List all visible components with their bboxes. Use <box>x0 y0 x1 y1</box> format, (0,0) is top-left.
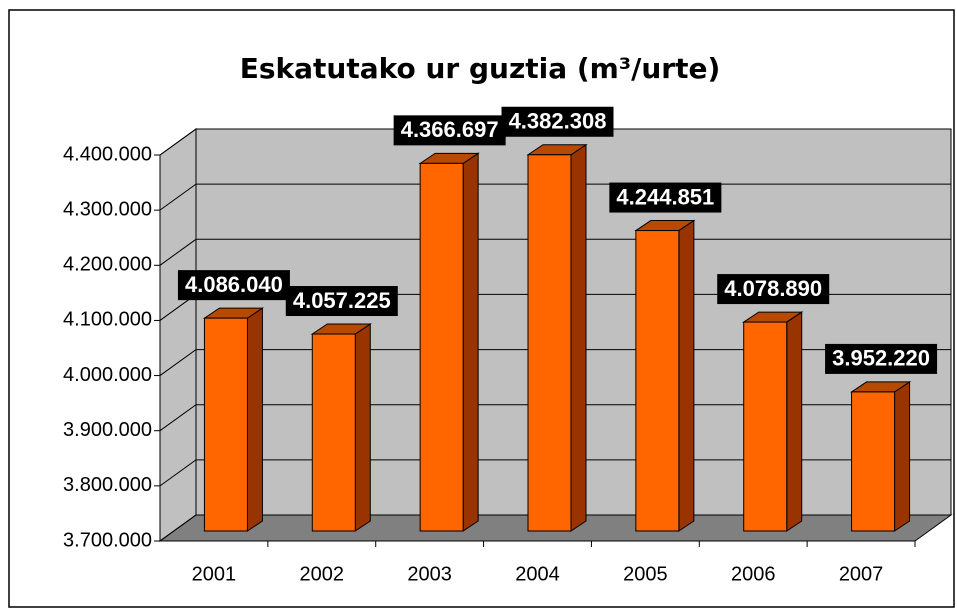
y-tick-label: 3.800.000 <box>63 474 152 496</box>
y-tick-label: 4.100.000 <box>63 309 152 331</box>
x-tick-label: 2005 <box>623 563 668 585</box>
x-tick-label: 2004 <box>515 563 560 585</box>
value-label: 4.382.308 <box>509 109 607 134</box>
bar-side <box>678 219 695 532</box>
grid-line <box>159 459 951 487</box>
y-tick-label: 4.300.000 <box>63 198 152 220</box>
value-label-bg <box>825 343 938 374</box>
bar <box>311 333 356 532</box>
bar-side <box>894 380 911 532</box>
value-label-bg <box>717 274 830 305</box>
grid-line <box>159 238 951 266</box>
bar <box>419 162 464 532</box>
chart-title: Eskatutako ur guztia (m³/urte) <box>240 52 721 85</box>
value-label: 4.244.851 <box>616 184 714 209</box>
y-tick-label: 4.400.000 <box>63 143 152 165</box>
value-label-bg <box>177 270 290 301</box>
y-tick-label: 4.000.000 <box>63 364 152 386</box>
bar <box>203 317 248 532</box>
x-tick-label: 2002 <box>300 563 345 585</box>
grid-line <box>159 128 951 156</box>
x-tick-label: 2006 <box>731 563 776 585</box>
left-wall <box>159 128 197 542</box>
bar <box>851 391 896 532</box>
bar-side <box>462 152 479 532</box>
value-label: 3.952.220 <box>832 346 930 371</box>
bar-side <box>354 323 371 532</box>
y-tick-label: 4.200.000 <box>63 254 152 276</box>
y-tick-label: 3.700.000 <box>63 529 152 551</box>
grid-line <box>159 349 951 376</box>
value-label-bg <box>501 106 614 137</box>
bar <box>743 321 788 532</box>
value-label: 4.366.697 <box>401 117 499 142</box>
bar-side <box>246 307 263 532</box>
bar <box>527 154 572 532</box>
value-label: 4.086.040 <box>185 272 283 297</box>
value-label-bg <box>609 182 722 213</box>
x-tick-label: 2001 <box>192 563 237 585</box>
bar-side <box>786 311 803 532</box>
value-label: 4.078.890 <box>724 276 822 301</box>
value-label-bg <box>393 115 506 146</box>
grid-line <box>159 404 951 432</box>
bar-side <box>570 143 587 532</box>
bar <box>635 230 680 532</box>
value-label-bg <box>285 286 398 317</box>
y-tick-label: 3.900.000 <box>63 419 152 441</box>
value-label: 4.057.225 <box>293 288 391 313</box>
x-tick-label: 2003 <box>407 563 452 585</box>
grid-line <box>159 514 951 542</box>
x-tick-label: 2007 <box>839 563 884 585</box>
